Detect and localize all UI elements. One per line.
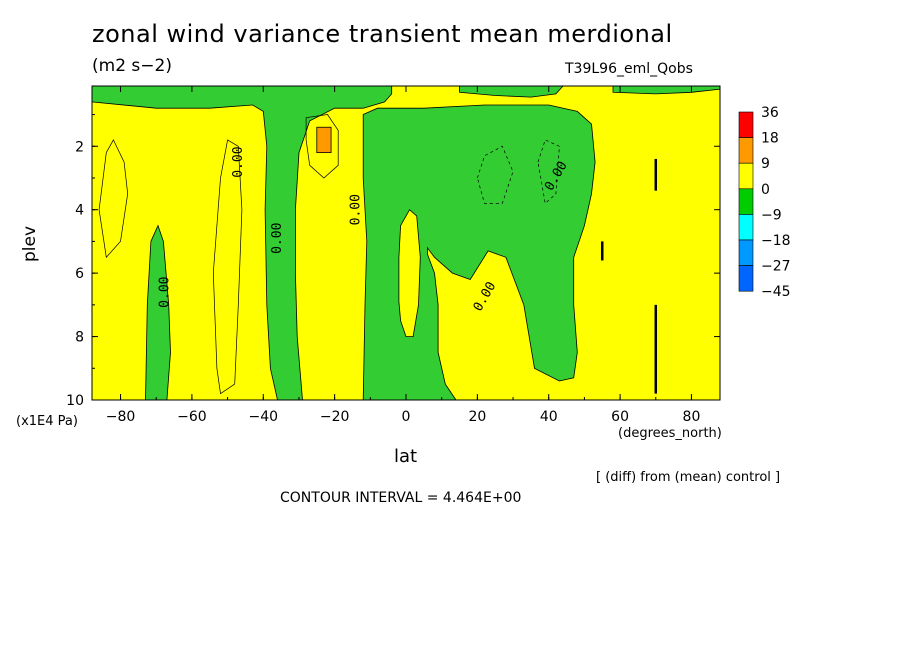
colorbar-level: −45 <box>761 284 791 300</box>
positive-tongue <box>398 209 421 337</box>
x-tick-label: −80 <box>106 409 136 425</box>
contour-line-0 <box>98 139 129 259</box>
colorbar-swatch-4 <box>738 214 754 241</box>
dashed-contour-0 <box>477 145 514 204</box>
y-tick-label: 6 <box>75 266 84 282</box>
x-tick-label: −60 <box>177 409 207 425</box>
colorbar-level: −18 <box>761 233 791 249</box>
negative-region-2 <box>362 104 596 401</box>
x-axis-unit: (degrees_north) <box>618 426 722 441</box>
run-label: T39L96_eml_Qobs <box>565 61 693 77</box>
contour-label-1: 0.00 <box>231 146 246 177</box>
x-axis-label: lat <box>394 446 418 467</box>
colorbar-swatch-2 <box>738 162 754 190</box>
y-tick-label: 2 <box>75 139 84 155</box>
y-tick-label: 10 <box>66 393 84 409</box>
colorbar-level: 0 <box>761 182 770 198</box>
x-tick-label: −40 <box>248 409 278 425</box>
dashed-contour-1 <box>537 139 560 205</box>
contour-interval: CONTOUR INTERVAL = 4.464E+00 <box>280 490 522 506</box>
x-tick-label: 20 <box>468 409 486 425</box>
contour-line-1 <box>212 139 243 395</box>
x-tick-label: 40 <box>540 409 558 425</box>
colorbar-swatch-5 <box>738 239 754 266</box>
contour-label-2: 0.00 <box>270 223 285 254</box>
chart-title: zonal wind variance transient mean merdi… <box>92 20 673 48</box>
colorbar-swatch-1 <box>738 137 754 164</box>
high-region <box>316 126 332 154</box>
colorbar-swatch-0 <box>738 111 754 138</box>
x-tick-label: 0 <box>402 409 411 425</box>
colorbar-swatch-6 <box>738 265 754 292</box>
colorbar-level: −9 <box>761 207 782 223</box>
colorbar-swatch-3 <box>738 188 754 215</box>
x-tick-label: −20 <box>320 409 350 425</box>
contour-label-3: 0.00 <box>349 194 364 225</box>
colorbar-level: −27 <box>761 259 791 275</box>
negative-region-0 <box>145 224 171 401</box>
contour-label-0: 0.00 <box>158 277 173 308</box>
contour-line-2 <box>305 114 339 179</box>
colorbar-level: 36 <box>761 105 779 121</box>
chart-units: (m2 s−2) <box>92 56 172 76</box>
x-tick-label: 80 <box>683 409 701 425</box>
diff-note: [ (diff) from (mean) control ] <box>596 470 781 485</box>
x-tick-label: 60 <box>611 409 629 425</box>
y-tick-label: 8 <box>75 330 84 346</box>
y-axis-unit: (x1E4 Pa) <box>16 414 78 429</box>
y-tick-label: 4 <box>75 203 84 219</box>
colorbar-level: 9 <box>761 156 770 172</box>
colorbar-level: 18 <box>761 131 779 147</box>
